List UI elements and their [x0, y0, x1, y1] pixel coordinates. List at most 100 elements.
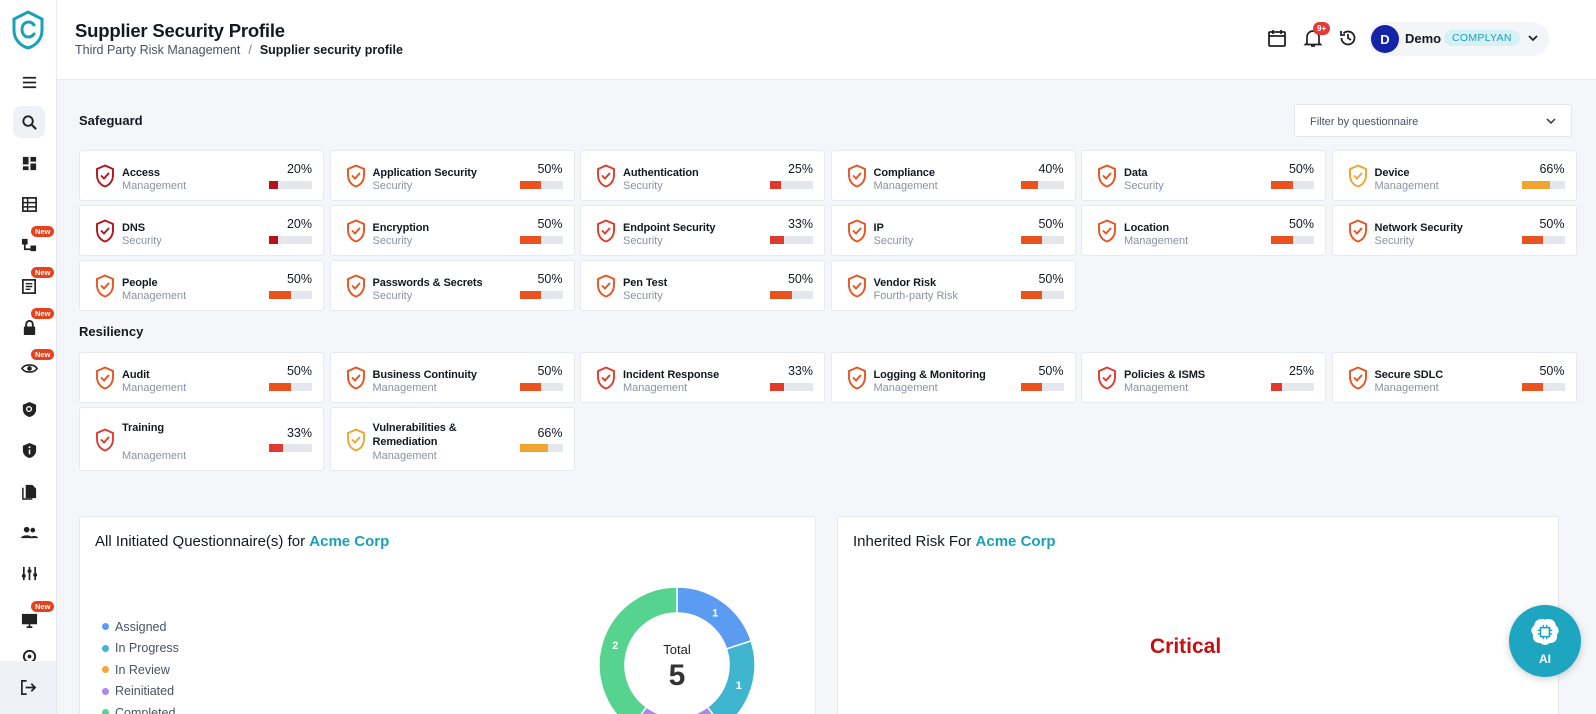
card-subtitle: Security [623, 290, 663, 302]
card-percentage: 50% [537, 217, 563, 231]
progress-bar-fill [1020, 236, 1042, 244]
legend-item[interactable]: Assigned [102, 616, 179, 638]
donut-slice[interactable] [598, 586, 678, 714]
legend-dot [102, 709, 109, 714]
notifications-button[interactable]: 9+ [1302, 22, 1331, 49]
sidebar-item-dashboard[interactable] [13, 147, 45, 179]
score-card[interactable]: Application Security Security 50% [329, 150, 575, 201]
card-title: IP [873, 222, 884, 234]
sidebar-item-partial[interactable] [13, 648, 45, 662]
sidebar-item-shield-search[interactable] [13, 393, 45, 425]
donut-total-value: 5 [669, 659, 686, 692]
shield-check-icon [847, 366, 866, 390]
score-card[interactable]: Encryption Security 50% [329, 205, 575, 256]
legend-item[interactable]: In Review [102, 659, 179, 681]
score-card[interactable]: IP Security 50% [830, 205, 1076, 256]
card-percentage: 25% [787, 162, 813, 176]
card-title: Application Security [372, 167, 477, 179]
progress-bar-fill [1271, 236, 1293, 244]
card-percentage: 25% [1288, 364, 1314, 378]
top-header: Supplier Security Profile Third Party Ri… [57, 0, 1596, 80]
progress-bar-fill [519, 444, 548, 452]
donut-slice[interactable] [631, 706, 723, 714]
progress-bar-fill [269, 181, 278, 189]
score-card[interactable]: Compliance Management 40% [830, 150, 1076, 201]
sidebar-item-monitor[interactable]: New [13, 601, 55, 636]
breadcrumb-link-tprm[interactable]: Third Party Risk Management [75, 43, 241, 57]
sidebar-item-settings[interactable] [13, 557, 45, 589]
legend-label: In Review [115, 662, 170, 677]
score-card[interactable]: DNS Security 20% [79, 205, 324, 256]
progress-bar [519, 291, 563, 299]
eye-icon [20, 363, 38, 373]
sidebar-item-checklist[interactable]: New [13, 267, 55, 302]
ai-assistant-button[interactable]: AI [1509, 605, 1581, 677]
sidebar-item-lock[interactable]: New [13, 308, 55, 343]
score-card[interactable]: Location Management 50% [1081, 205, 1326, 256]
progress-bar-fill [269, 236, 278, 244]
card-title: Policies & ISMS [1124, 369, 1206, 381]
card-percentage: 50% [286, 272, 312, 286]
card-percentage: 66% [1539, 162, 1565, 176]
card-subtitle: Management [122, 290, 187, 302]
avatar: D [1371, 25, 1399, 53]
sidebar-search-button[interactable] [13, 106, 45, 138]
score-card[interactable]: Logging & Monitoring Management 50% [830, 352, 1076, 403]
score-card[interactable]: Training Management 33% [79, 407, 324, 471]
card-title: Logging & Monitoring [873, 369, 986, 381]
card-subtitle: Management [372, 450, 437, 462]
score-card[interactable]: Data Security 50% [1081, 150, 1326, 201]
score-card[interactable]: Incident Response Management 33% [580, 352, 825, 403]
score-card[interactable]: Policies & ISMS Management 25% [1081, 352, 1326, 403]
sidebar-item-monitoring[interactable]: New [13, 349, 55, 384]
score-card[interactable]: Business Continuity Management 50% [329, 352, 575, 403]
card-subtitle: Management [122, 382, 187, 394]
progress-bar-fill [1020, 383, 1042, 391]
card-title: Network Security [1374, 222, 1463, 234]
score-card[interactable]: Authentication Security 25% [580, 150, 825, 201]
score-card[interactable]: People Management 50% [79, 260, 324, 311]
sidebar-item-table[interactable] [13, 188, 45, 220]
shield-check-icon [346, 274, 365, 298]
legend-item[interactable]: Reinitiated [102, 681, 179, 703]
ai-button-label: AI [1539, 652, 1551, 666]
score-card[interactable]: Network Security Security 50% [1331, 205, 1577, 256]
donut-slice[interactable] [706, 639, 756, 714]
menu-toggle-button[interactable] [13, 66, 45, 98]
legend-item[interactable]: Completed [102, 702, 179, 714]
user-menu[interactable]: D Demo COMPLYAN [1369, 22, 1549, 56]
shield-check-icon [847, 164, 866, 188]
card-subtitle: Management [623, 382, 688, 394]
card-percentage: 50% [1539, 217, 1565, 231]
score-card[interactable]: Pen Test Security 50% [580, 260, 825, 311]
app-logo[interactable] [11, 10, 45, 50]
score-card[interactable]: Vulnerabilities & Remediation Management 6… [329, 407, 575, 471]
card-subtitle: Management [1374, 382, 1439, 394]
sliders-icon [21, 566, 37, 580]
score-card[interactable]: Passwords & Secrets Security 50% [329, 260, 575, 311]
legend-dot [102, 687, 109, 695]
score-card[interactable]: Secure SDLC Management 50% [1331, 352, 1577, 403]
card-percentage: 33% [787, 217, 813, 231]
questionnaire-filter-select[interactable]: Filter by questionnaire [1294, 104, 1572, 137]
score-card[interactable]: Vendor Risk Fourth-party Risk 50% [830, 260, 1076, 311]
score-card[interactable]: Endpoint Security Security 33% [580, 205, 825, 256]
shield-check-icon [1348, 219, 1367, 243]
card-subtitle: Security [122, 235, 162, 247]
card-subtitle: Management [873, 382, 938, 394]
score-card[interactable]: Device Management 66% [1331, 150, 1577, 201]
sidebar-item-shield-info[interactable] [13, 434, 45, 466]
sidebar-item-hierarchy[interactable]: New [13, 226, 55, 261]
sidebar-item-documents[interactable] [13, 475, 45, 507]
score-card[interactable]: Audit Management 50% [79, 352, 324, 403]
shield-check-icon [346, 219, 365, 243]
calendar-icon [1268, 30, 1286, 47]
sidebar-item-people[interactable] [13, 516, 45, 548]
logout-button[interactable] [0, 661, 56, 714]
shield-check-icon [847, 274, 866, 298]
calendar-button[interactable] [1266, 27, 1288, 49]
shield-check-icon [1098, 366, 1116, 390]
history-button[interactable] [1337, 27, 1359, 49]
score-card[interactable]: Access Management 20% [79, 150, 324, 201]
legend-item[interactable]: In Progress [102, 638, 179, 660]
